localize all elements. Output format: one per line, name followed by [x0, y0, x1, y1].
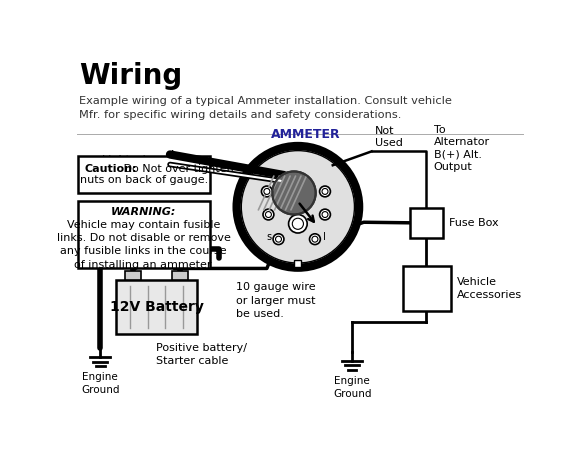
Circle shape	[264, 188, 270, 194]
Bar	[116, 280, 197, 334]
Text: Wiring: Wiring	[80, 62, 183, 90]
Circle shape	[292, 218, 304, 229]
Circle shape	[237, 146, 359, 267]
Text: Engine
Ground: Engine Ground	[333, 376, 371, 398]
Circle shape	[288, 214, 307, 233]
Text: I: I	[323, 232, 326, 242]
Bar	[125, 271, 140, 280]
Text: s: s	[267, 232, 272, 242]
Text: Fuse Box: Fuse Box	[449, 218, 498, 228]
Text: Light wires: Light wires	[102, 155, 162, 165]
Text: To
Alternator
B(+) Alt.
Output: To Alternator B(+) Alt. Output	[433, 125, 490, 172]
Circle shape	[319, 186, 331, 197]
Text: 12V Battery: 12V Battery	[109, 300, 204, 314]
Circle shape	[322, 212, 328, 218]
Text: -: -	[129, 249, 136, 267]
Bar	[410, 208, 443, 238]
Text: Do Not over tighten: Do Not over tighten	[119, 164, 233, 174]
Text: nuts on back of gauge.: nuts on back of gauge.	[80, 175, 208, 185]
Bar	[402, 266, 450, 311]
Text: WARNING:: WARNING:	[111, 207, 176, 217]
Text: +: +	[168, 150, 177, 159]
Text: +: +	[173, 249, 188, 267]
Circle shape	[319, 209, 331, 220]
Text: AMMETER: AMMETER	[271, 129, 340, 141]
Circle shape	[322, 188, 328, 194]
Text: Caution:: Caution:	[85, 164, 137, 174]
Text: Vehicle may contain fusible
links. Do not disable or remove
any fusible links in: Vehicle may contain fusible links. Do no…	[57, 220, 230, 269]
Circle shape	[273, 234, 284, 245]
Text: Positive battery/
Starter cable: Positive battery/ Starter cable	[156, 343, 247, 365]
Text: Engine
Ground: Engine Ground	[81, 372, 119, 395]
Circle shape	[266, 212, 271, 218]
Circle shape	[261, 186, 272, 197]
Circle shape	[263, 209, 274, 220]
Bar	[78, 156, 209, 193]
Bar	[78, 201, 209, 268]
Text: -: -	[168, 159, 171, 170]
Circle shape	[309, 234, 321, 245]
Text: Vehicle
Accessories: Vehicle Accessories	[457, 277, 522, 300]
Circle shape	[241, 151, 355, 263]
Text: Example wiring of a typical Ammeter installation. Consult vehicle
Mfr. for speci: Example wiring of a typical Ammeter inst…	[80, 96, 452, 120]
Bar	[173, 271, 188, 280]
Circle shape	[312, 236, 318, 242]
Text: Not
Used: Not Used	[376, 126, 403, 148]
Text: 10 gauge wire
or larger must
be used.: 10 gauge wire or larger must be used.	[236, 282, 315, 319]
Circle shape	[272, 171, 316, 214]
Circle shape	[276, 236, 281, 242]
Bar	[294, 260, 301, 267]
